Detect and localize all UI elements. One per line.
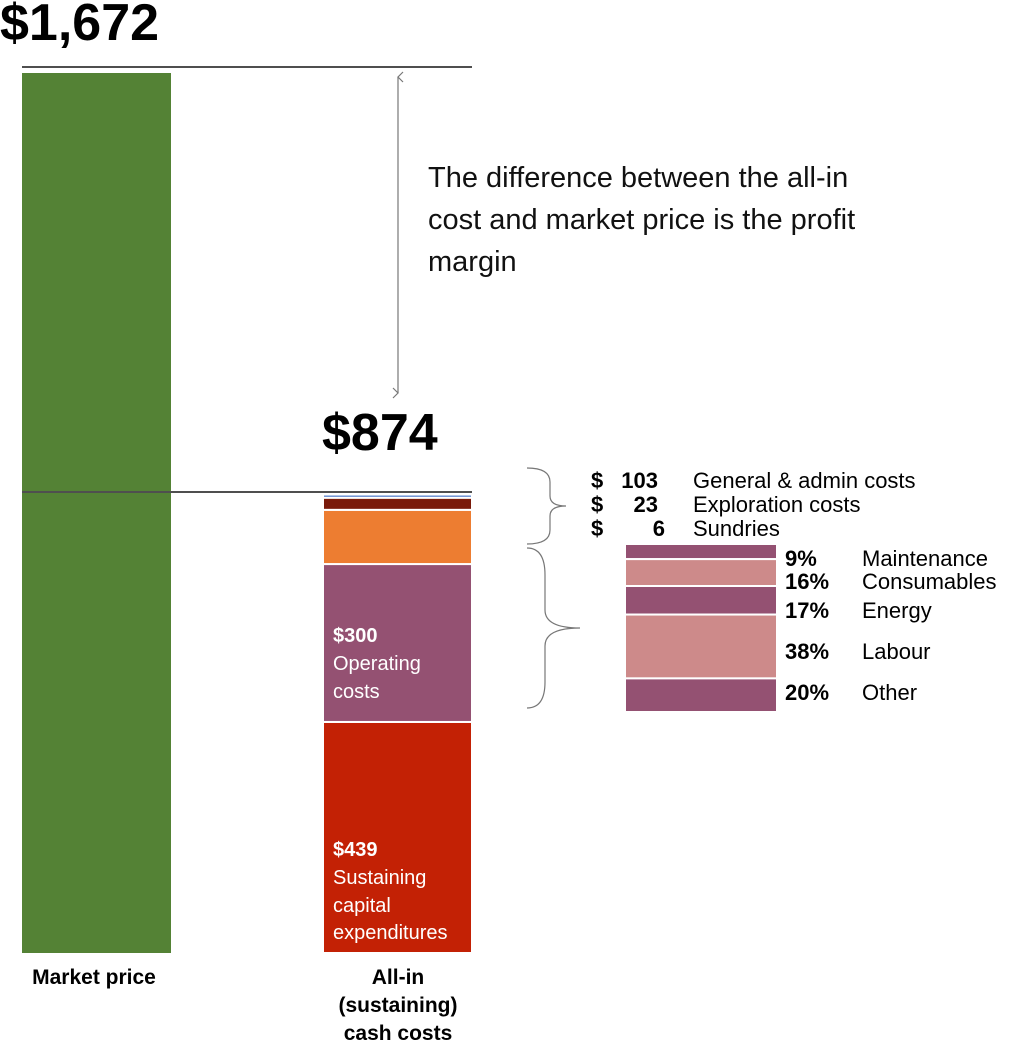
small-cost-currency: $ (591, 516, 603, 541)
annotation-line-3: margin (428, 246, 517, 278)
small-cost-amount: 6 (653, 516, 665, 541)
small-cost-label: Exploration costs (693, 492, 861, 517)
breakdown-segment (624, 543, 778, 561)
breakdown-segment (624, 585, 778, 616)
market-total-label: $1,672 (0, 0, 159, 52)
small-cost-currency: $ (591, 468, 603, 493)
breakdown-label: Energy (862, 598, 932, 623)
small-cost-row: $ 103 General & admin costs (591, 468, 916, 493)
small-cost-amount: 23 (634, 492, 658, 517)
annotation-line-2: cost and market price is the profit (428, 204, 855, 236)
small-cost-currency: $ (591, 492, 603, 517)
breakdown-pct: 17% (785, 598, 829, 623)
capex-label-line-2: capital (333, 895, 391, 917)
breakdown-label: Other (862, 680, 917, 705)
capex-label-line-1: Sustaining (333, 867, 426, 889)
breakdown-label: Maintenance (862, 546, 988, 571)
small-costs-brace (526, 467, 567, 545)
breakdown-segment (624, 677, 778, 714)
breakdown-pct: 16% (785, 569, 829, 594)
small-cost-label: General & admin costs (693, 468, 916, 493)
stack-segment-ga (322, 508, 473, 566)
breakdown-label: Labour (862, 639, 931, 664)
all-in-stacked-bar (322, 493, 473, 955)
opex-label-line-1: Operating (333, 653, 421, 675)
breakdown-pct: 20% (785, 680, 829, 705)
breakdown-pct: 38% (785, 639, 829, 664)
capex-amount-label: $439 (333, 839, 378, 861)
market-category-label: Market price (32, 966, 156, 989)
breakdown-label: Consumables (862, 569, 997, 594)
allin-category-line-3: cash costs (344, 1022, 453, 1045)
allin-category-line-2: (sustaining) (339, 994, 458, 1017)
stack-segment-capex (322, 720, 473, 955)
allin-total-label: $874 (322, 404, 438, 462)
capex-label-line-3: expenditures (333, 922, 448, 944)
annotation-line-1: The difference between the all-in (428, 162, 848, 194)
market-price-bar (22, 73, 171, 953)
small-cost-row: $ 23 Exploration costs (591, 492, 861, 517)
stack-segment-explore (322, 496, 473, 511)
breakdown-segment (624, 558, 778, 587)
stack-segment-sundries (322, 493, 473, 499)
opex-label-line-2: costs (333, 681, 380, 703)
small-cost-amount: 103 (621, 468, 658, 493)
allin-category-line-1: All-in (372, 966, 425, 989)
opex-amount-label: $300 (333, 625, 378, 647)
opex-breakdown-bar (624, 543, 778, 714)
opex-brace (526, 547, 581, 709)
small-cost-row: $ 6 Sundries (591, 516, 780, 541)
breakdown-segment (624, 613, 778, 680)
small-cost-label: Sundries (693, 516, 780, 541)
breakdown-pct: 9% (785, 546, 817, 571)
